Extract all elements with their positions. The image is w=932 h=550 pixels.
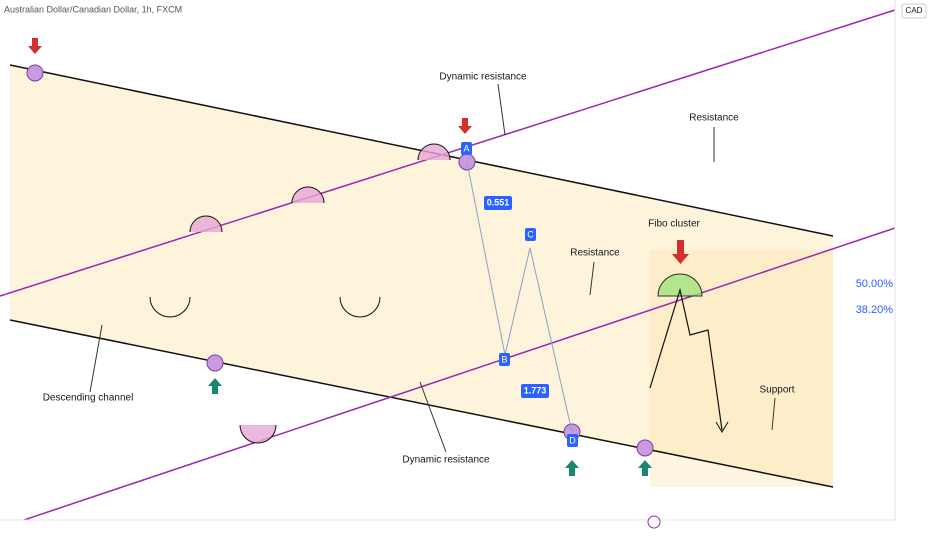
channel-fill	[10, 65, 833, 487]
projection	[649, 287, 723, 431]
point-label: C	[527, 229, 534, 239]
pointer-lines	[89, 83, 776, 453]
chart-title: Australian Dollar/Canadian Dollar, 1h, F…	[4, 4, 182, 14]
channel-bottom	[9, 319, 834, 488]
fibo-cluster-arc	[657, 273, 703, 297]
projection-head	[715, 421, 729, 433]
dynamic-resistance-lower	[0, 227, 896, 529]
annotation: Resistance	[689, 113, 739, 124]
event-icon[interactable]	[647, 515, 661, 529]
point-label: B	[501, 354, 507, 364]
annotation: Fibo cluster	[648, 219, 700, 230]
down-arrows	[28, 38, 689, 264]
arcs	[189, 143, 451, 444]
annotation: Resistance	[570, 248, 620, 259]
arcs-lower	[149, 296, 381, 318]
x-axis-bg	[0, 520, 932, 550]
point-label: A	[463, 143, 469, 153]
y-axis-bg	[895, 0, 932, 550]
ratio-label: 1.773	[524, 385, 547, 395]
currency-box	[901, 3, 927, 19]
annotation: Descending channel	[43, 393, 134, 404]
annotation: Dynamic resistance	[402, 455, 490, 466]
point-label: D	[569, 435, 576, 445]
ratio-label: 0.551	[487, 197, 510, 207]
annotation: Dynamic resistance	[439, 72, 527, 83]
fib-label: 38.20%	[856, 304, 894, 316]
fib-label: 50.00%	[856, 278, 894, 290]
up-arrows	[208, 378, 652, 476]
annotation: Support	[759, 385, 794, 396]
currency: CAD	[906, 6, 923, 15]
pattern-labels: A B C D 0.551 1.773	[461, 142, 578, 447]
xabcd-pattern	[466, 161, 573, 433]
